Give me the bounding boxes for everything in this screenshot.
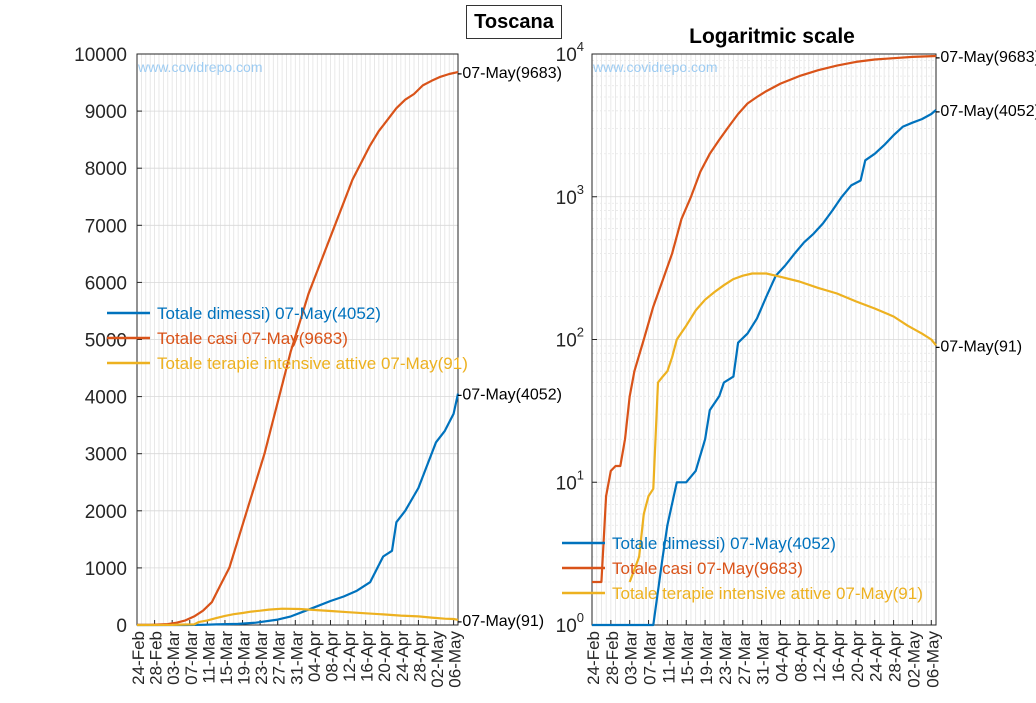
x-tick-label: 11-Mar: [659, 631, 678, 684]
x-tick-label: 11-Mar: [199, 631, 218, 684]
x-tick-label: 15-Mar: [217, 631, 236, 685]
x-tick-label: 15-Mar: [678, 631, 697, 685]
x-tick-label: 24-Apr: [393, 631, 412, 682]
figure-title: Toscana: [466, 5, 562, 39]
y-tick-base: 10: [556, 45, 577, 66]
y-tick-exponent: 0: [577, 610, 584, 625]
x-tick-label: 23-Mar: [716, 631, 735, 685]
y-tick-base: 10: [556, 616, 577, 637]
y-tick-label: 102: [556, 325, 584, 352]
x-tick-label: 27-Mar: [270, 631, 289, 685]
x-tick-label: 31-Mar: [287, 631, 306, 685]
linear-watermark: www.covidrepo.com: [137, 59, 263, 75]
series-line-yellow: [628, 272, 937, 583]
x-tick-label: 23-Mar: [252, 631, 271, 685]
x-tick-label: 03-Mar: [164, 631, 183, 685]
y-tick-base: 10: [556, 473, 577, 494]
x-tick-label: 28-Feb: [147, 631, 166, 685]
legend-label: Totale terapie intensive attive 07-May(9…: [157, 354, 468, 373]
series-line-blue: [137, 393, 460, 627]
y-tick-label: 103: [556, 182, 584, 209]
x-tick-label: 28-Feb: [603, 631, 622, 685]
y-tick-label: 9000: [85, 102, 127, 123]
legend-label: Totale casi 07-May(9683): [157, 329, 348, 348]
series-line-orange: [137, 71, 459, 627]
y-tick-label: 0: [116, 616, 127, 637]
legend-label: Totale dimessi) 07-May(4052): [612, 534, 836, 553]
x-tick-label: 02-May: [904, 631, 923, 688]
x-tick-label: 16-Apr: [829, 631, 848, 682]
series-end-label: -07-May(91): [935, 338, 1022, 355]
y-tick-base: 10: [556, 188, 577, 209]
log-subplot-title: Logaritmic scale: [689, 25, 855, 48]
x-tick-label: 28-Apr: [886, 631, 905, 682]
y-tick-base: 10: [556, 331, 577, 352]
y-tick-label: 5000: [85, 331, 127, 352]
x-tick-label: 07-Mar: [641, 631, 660, 685]
x-tick-label: 04-Apr: [772, 631, 791, 682]
y-tick-exponent: 3: [577, 182, 584, 197]
legend-label: Totale terapie intensive attive 07-May(9…: [612, 584, 923, 603]
x-tick-label: 31-Mar: [754, 631, 773, 685]
x-tick-label: 28-Apr: [410, 631, 429, 682]
x-tick-label: 24-Feb: [584, 631, 603, 685]
y-tick-exponent: 4: [577, 39, 584, 54]
series-end-label: -07-May(9683): [935, 49, 1036, 66]
y-tick-label: 6000: [85, 273, 127, 294]
y-tick-label: 2000: [85, 502, 127, 523]
series-end-label: -07-May(4052): [935, 103, 1036, 120]
y-tick-label: 1000: [85, 559, 127, 580]
x-tick-label: 19-Mar: [697, 631, 716, 685]
x-tick-label: 08-Apr: [791, 631, 810, 682]
x-tick-label: 03-Mar: [622, 631, 641, 685]
x-tick-label: 27-Mar: [735, 631, 754, 685]
x-tick-label: 12-Apr: [340, 631, 359, 682]
y-tick-label: 3000: [85, 445, 127, 466]
x-tick-label: 16-Apr: [358, 631, 377, 682]
x-tick-label: 02-May: [428, 631, 447, 688]
y-tick-label: 8000: [85, 159, 127, 180]
y-tick-label: 7000: [85, 216, 127, 237]
series-line-yellow: [136, 607, 459, 627]
x-tick-label: 24-Apr: [867, 631, 886, 682]
series-line-orange: [592, 54, 937, 584]
y-tick-label: 10000: [74, 45, 127, 66]
x-tick-label: 19-Mar: [235, 631, 254, 685]
series-end-label: -07-May(91): [457, 613, 544, 630]
legend-label: Totale dimessi) 07-May(4052): [157, 304, 381, 323]
y-tick-label: 104: [556, 39, 584, 66]
legend-label: Totale casi 07-May(9683): [612, 559, 803, 578]
x-tick-label: 06-May: [446, 631, 465, 688]
x-tick-label: 20-Apr: [375, 631, 394, 682]
x-tick-label: 12-Apr: [810, 631, 829, 682]
x-tick-label: 08-Apr: [322, 631, 341, 682]
y-tick-exponent: 1: [577, 467, 584, 482]
x-tick-label: 04-Apr: [305, 631, 324, 682]
y-tick-label: 101: [556, 467, 584, 494]
y-tick-label: 100: [556, 610, 584, 637]
series-line-blue: [592, 109, 937, 627]
series-end-label: -07-May(9683): [457, 65, 562, 82]
series-end-label: -07-May(4052): [457, 387, 562, 404]
x-tick-label: 24-Feb: [129, 631, 148, 685]
y-tick-label: 4000: [85, 388, 127, 409]
x-tick-label: 20-Apr: [848, 631, 867, 682]
log-watermark: www.covidrepo.com: [592, 59, 718, 75]
y-tick-exponent: 2: [577, 325, 584, 340]
x-tick-label: 06-May: [923, 631, 942, 688]
x-tick-label: 07-Mar: [182, 631, 201, 685]
